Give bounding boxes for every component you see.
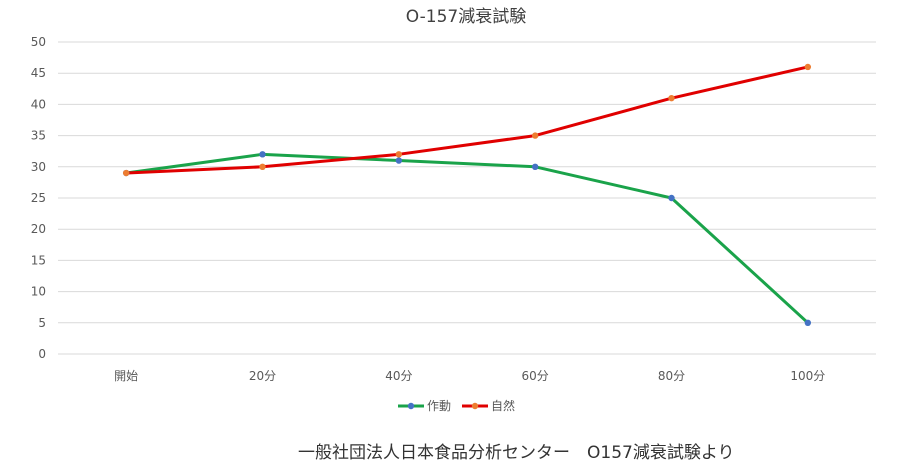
source-caption: 一般社団法人日本食品分析センター O157減衰試験より [298,443,735,463]
legend: 作動 自然 [398,398,515,413]
data-point [259,151,266,158]
line-chart: O-157減衰試験 0 5 10 15 20 25 30 35 40 45 50 開始 20分 40分 6… [31,7,876,413]
y-tick-label: 35 [31,129,46,143]
x-tick-label: 80分 [658,369,685,383]
data-point [804,319,812,326]
legend-label: 自然 [491,398,515,413]
y-axis-ticks: 0 5 10 15 20 25 30 35 40 45 50 [31,35,46,361]
y-tick-label: 50 [31,35,46,49]
gridlines [58,41,876,355]
y-tick-label: 30 [31,160,46,174]
y-tick-label: 5 [38,316,46,330]
data-point [668,194,675,202]
x-tick-label: 40分 [385,369,412,383]
data-point [395,157,403,164]
legend-label: 作動 [427,399,451,413]
data-point [668,94,675,102]
x-tick-label: 20分 [249,369,276,383]
series-line [125,152,809,324]
data-point [395,151,403,158]
y-tick-label: 45 [31,66,46,80]
y-tick-label: 40 [31,97,46,111]
data-point [122,169,130,177]
data-point [804,63,812,71]
legend-marker [471,402,479,410]
legend-marker [407,402,415,410]
x-tick-label: 100分 [790,369,825,383]
data-point [531,132,539,139]
x-tick-label: 60分 [522,369,549,383]
y-tick-label: 0 [38,347,46,361]
data-point [531,163,539,170]
y-tick-label: 25 [31,191,46,205]
series-lines [122,63,812,326]
y-tick-label: 10 [31,285,46,299]
y-tick-label: 20 [31,222,46,236]
x-axis-ticks: 開始 20分 40分 60分 80分 100分 [114,369,825,383]
y-tick-label: 15 [31,253,46,267]
x-tick-label: 開始 [114,369,138,383]
series-line [126,65,809,175]
data-point [259,163,266,170]
chart-title: O-157減衰試験 [406,7,526,27]
